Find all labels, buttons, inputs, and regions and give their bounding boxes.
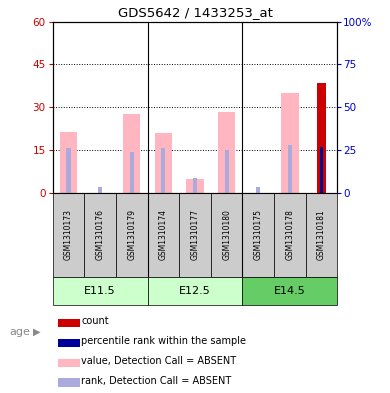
- Text: rank, Detection Call = ABSENT: rank, Detection Call = ABSENT: [81, 376, 231, 386]
- Bar: [98, 187, 102, 193]
- Text: GSM1310176: GSM1310176: [96, 209, 105, 260]
- Bar: [53, 193, 84, 277]
- Bar: [243, 193, 274, 277]
- Text: percentile rank within the sample: percentile rank within the sample: [81, 336, 246, 346]
- Bar: [186, 179, 204, 193]
- Text: value, Detection Call = ABSENT: value, Detection Call = ABSENT: [81, 356, 236, 366]
- Bar: [179, 193, 211, 277]
- Bar: [147, 277, 243, 305]
- Bar: [130, 152, 134, 193]
- Text: GSM1310177: GSM1310177: [190, 209, 200, 260]
- Bar: [320, 147, 323, 193]
- Bar: [147, 193, 179, 277]
- Text: count: count: [81, 316, 109, 326]
- Bar: [274, 193, 306, 277]
- Text: GSM1310181: GSM1310181: [317, 209, 326, 260]
- Bar: [243, 277, 337, 305]
- Bar: [218, 112, 235, 193]
- Bar: [58, 378, 80, 387]
- Bar: [60, 132, 77, 193]
- Bar: [211, 193, 243, 277]
- Bar: [84, 193, 116, 277]
- Bar: [281, 93, 299, 193]
- Text: ▶: ▶: [33, 327, 41, 337]
- Bar: [123, 114, 140, 193]
- Bar: [317, 83, 326, 193]
- Text: GSM1310179: GSM1310179: [127, 209, 136, 260]
- Text: E12.5: E12.5: [179, 286, 211, 296]
- Bar: [155, 133, 172, 193]
- Text: GSM1310178: GSM1310178: [285, 209, 294, 260]
- Bar: [225, 150, 229, 193]
- Text: E14.5: E14.5: [274, 286, 306, 296]
- Bar: [66, 149, 71, 193]
- Bar: [161, 147, 165, 193]
- Bar: [193, 178, 197, 193]
- Bar: [319, 147, 324, 193]
- Bar: [288, 145, 292, 193]
- Text: GSM1310173: GSM1310173: [64, 209, 73, 260]
- Bar: [58, 339, 80, 347]
- Bar: [53, 277, 147, 305]
- Bar: [58, 359, 80, 367]
- Bar: [306, 193, 337, 277]
- Text: GSM1310174: GSM1310174: [159, 209, 168, 260]
- Title: GDS5642 / 1433253_at: GDS5642 / 1433253_at: [117, 6, 273, 19]
- Bar: [116, 193, 147, 277]
- Text: age: age: [10, 327, 31, 337]
- Text: E11.5: E11.5: [84, 286, 116, 296]
- Bar: [58, 319, 80, 327]
- Bar: [256, 187, 260, 193]
- Text: GSM1310175: GSM1310175: [254, 209, 263, 260]
- Text: GSM1310180: GSM1310180: [222, 209, 231, 260]
